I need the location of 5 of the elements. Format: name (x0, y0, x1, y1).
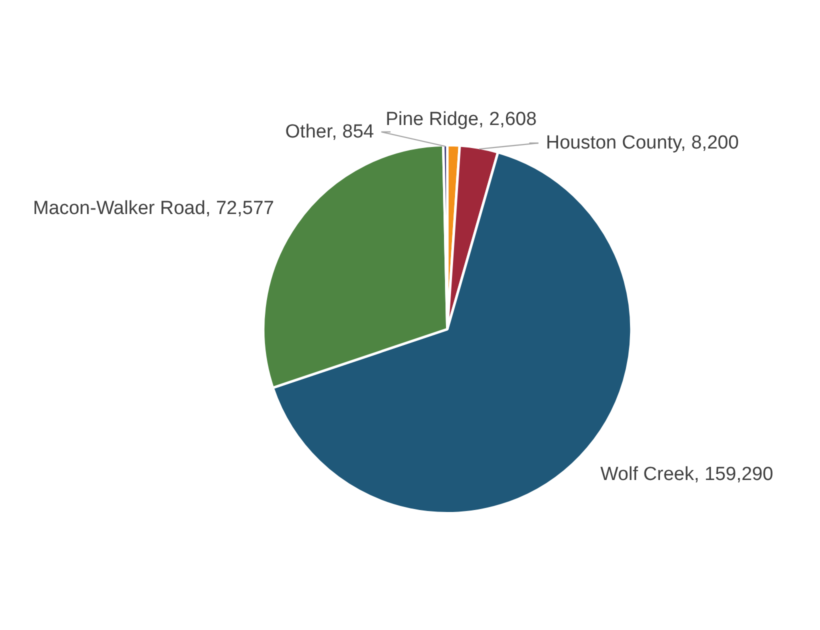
slice-label: Pine Ridge, 2,608 (386, 108, 537, 130)
slice-label: Houston County, 8,200 (546, 132, 739, 154)
slice-label: Wolf Creek, 159,290 (600, 464, 774, 486)
slice-label: Other, 854 (285, 121, 374, 142)
slice-label: Macon-Walker Road, 72,577 (32, 198, 274, 219)
